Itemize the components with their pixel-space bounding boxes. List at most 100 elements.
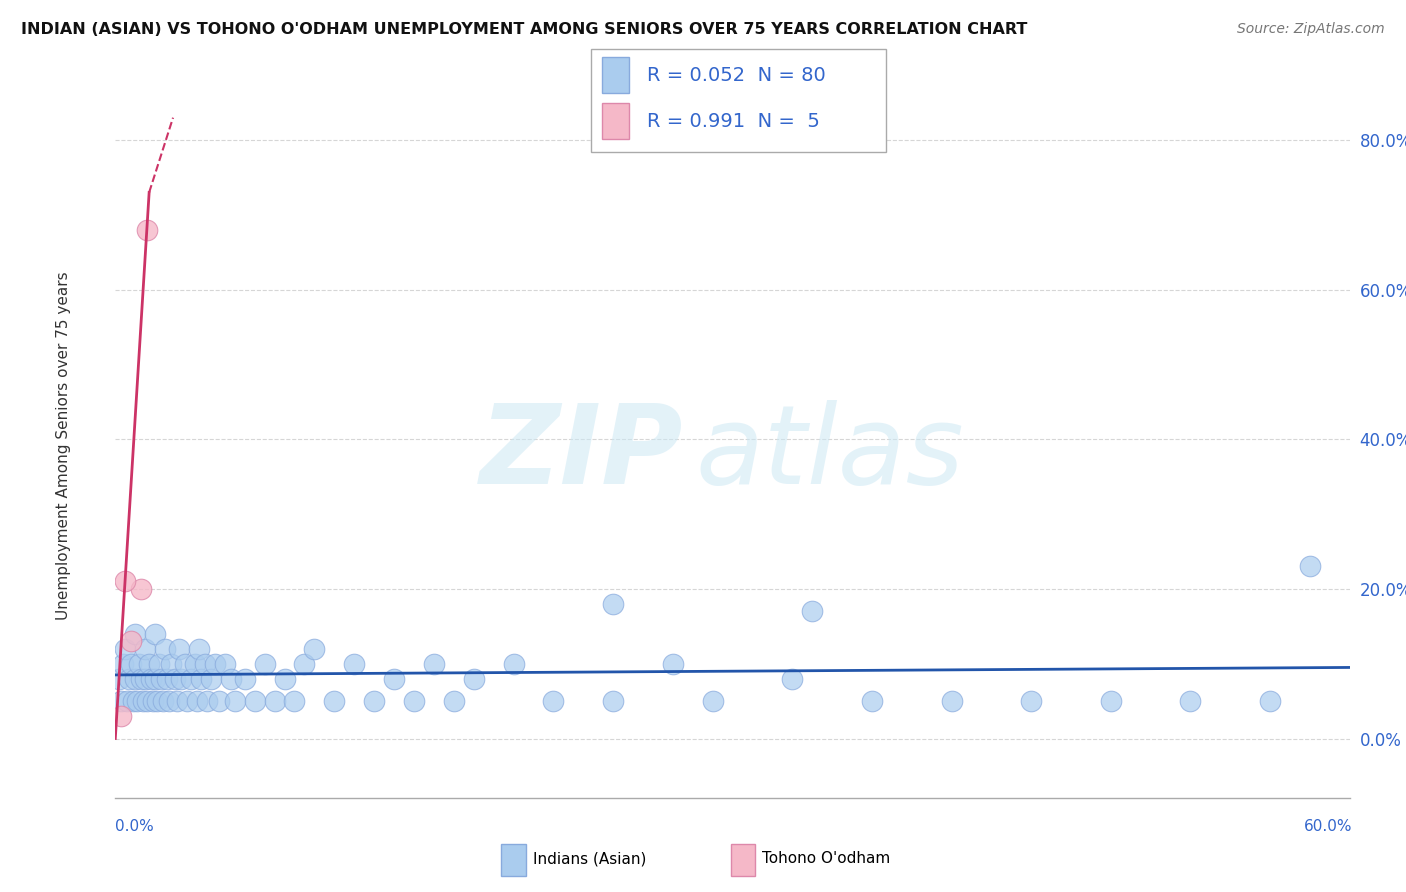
Point bbox=[304, 641, 326, 656]
Text: Source: ZipAtlas.com: Source: ZipAtlas.com bbox=[1237, 22, 1385, 37]
Bar bbox=[602, 57, 628, 93]
Point bbox=[122, 694, 145, 708]
Point bbox=[208, 694, 231, 708]
Point bbox=[204, 657, 226, 671]
Point bbox=[253, 657, 276, 671]
Point bbox=[167, 641, 190, 656]
Point bbox=[153, 641, 176, 656]
Text: ZIP: ZIP bbox=[479, 401, 683, 508]
Point bbox=[139, 672, 162, 686]
Point bbox=[941, 694, 963, 708]
Point bbox=[443, 694, 465, 708]
Text: Indians (Asian): Indians (Asian) bbox=[533, 851, 645, 866]
Point bbox=[110, 694, 132, 708]
Point bbox=[224, 694, 246, 708]
Text: 0.0%: 0.0% bbox=[115, 820, 155, 834]
Point bbox=[219, 672, 242, 686]
Point bbox=[200, 672, 222, 686]
Point bbox=[124, 672, 146, 686]
FancyBboxPatch shape bbox=[591, 49, 886, 152]
Point bbox=[602, 597, 624, 611]
Point bbox=[195, 694, 218, 708]
Bar bbox=[731, 844, 755, 876]
Point bbox=[148, 657, 170, 671]
Point bbox=[190, 672, 212, 686]
Point bbox=[114, 574, 136, 589]
Bar bbox=[501, 844, 526, 876]
Point bbox=[363, 694, 385, 708]
Point bbox=[801, 604, 824, 618]
Point bbox=[243, 694, 266, 708]
Point bbox=[184, 657, 207, 671]
Point bbox=[160, 657, 183, 671]
Point bbox=[283, 694, 305, 708]
Point bbox=[136, 223, 159, 237]
Point bbox=[1258, 694, 1281, 708]
Point bbox=[163, 672, 186, 686]
Point bbox=[187, 641, 209, 656]
Text: INDIAN (ASIAN) VS TOHONO O'ODHAM UNEMPLOYMENT AMONG SENIORS OVER 75 YEARS CORREL: INDIAN (ASIAN) VS TOHONO O'ODHAM UNEMPLO… bbox=[21, 22, 1028, 37]
Point bbox=[170, 672, 193, 686]
Point bbox=[214, 657, 236, 671]
Point bbox=[134, 672, 156, 686]
Point bbox=[156, 672, 179, 686]
Text: 60.0%: 60.0% bbox=[1305, 820, 1353, 834]
Point bbox=[502, 657, 524, 671]
Point bbox=[142, 694, 165, 708]
Point bbox=[780, 672, 803, 686]
Point bbox=[136, 694, 159, 708]
Point bbox=[662, 657, 685, 671]
Point bbox=[323, 694, 346, 708]
Point bbox=[143, 627, 166, 641]
Point bbox=[115, 694, 138, 708]
Text: atlas: atlas bbox=[696, 401, 965, 508]
Point bbox=[702, 694, 724, 708]
Point bbox=[174, 657, 197, 671]
Point bbox=[134, 641, 156, 656]
Point bbox=[150, 672, 173, 686]
Point bbox=[108, 672, 131, 686]
Point bbox=[423, 657, 446, 671]
Point bbox=[1099, 694, 1122, 708]
Point bbox=[166, 694, 188, 708]
Point bbox=[860, 694, 883, 708]
Text: R = 0.052  N = 80: R = 0.052 N = 80 bbox=[647, 66, 825, 85]
Point bbox=[180, 672, 202, 686]
Point bbox=[1299, 559, 1322, 574]
Point bbox=[152, 694, 174, 708]
Point bbox=[194, 657, 217, 671]
Point bbox=[124, 627, 146, 641]
Point bbox=[186, 694, 208, 708]
Point bbox=[543, 694, 565, 708]
Point bbox=[132, 694, 155, 708]
Point bbox=[118, 672, 141, 686]
Point bbox=[129, 672, 152, 686]
Point bbox=[463, 672, 485, 686]
Point bbox=[382, 672, 405, 686]
Point bbox=[127, 694, 149, 708]
Point bbox=[176, 694, 198, 708]
Point bbox=[233, 672, 256, 686]
Text: Tohono O'odham: Tohono O'odham bbox=[762, 851, 890, 866]
Point bbox=[402, 694, 425, 708]
Point bbox=[273, 672, 295, 686]
Point bbox=[146, 694, 169, 708]
Point bbox=[112, 657, 135, 671]
Point bbox=[138, 657, 160, 671]
Point bbox=[120, 634, 142, 648]
Text: R = 0.991  N =  5: R = 0.991 N = 5 bbox=[647, 112, 820, 131]
Point bbox=[1019, 694, 1042, 708]
Point bbox=[129, 582, 152, 596]
Point bbox=[110, 709, 132, 723]
Text: Unemployment Among Seniors over 75 years: Unemployment Among Seniors over 75 years bbox=[56, 272, 70, 620]
Point bbox=[1180, 694, 1202, 708]
Point bbox=[143, 672, 166, 686]
Point bbox=[114, 641, 136, 656]
Point bbox=[294, 657, 316, 671]
Bar bbox=[602, 103, 628, 139]
Point bbox=[602, 694, 624, 708]
Point bbox=[263, 694, 285, 708]
Point bbox=[343, 657, 366, 671]
Point bbox=[120, 657, 142, 671]
Point bbox=[128, 657, 150, 671]
